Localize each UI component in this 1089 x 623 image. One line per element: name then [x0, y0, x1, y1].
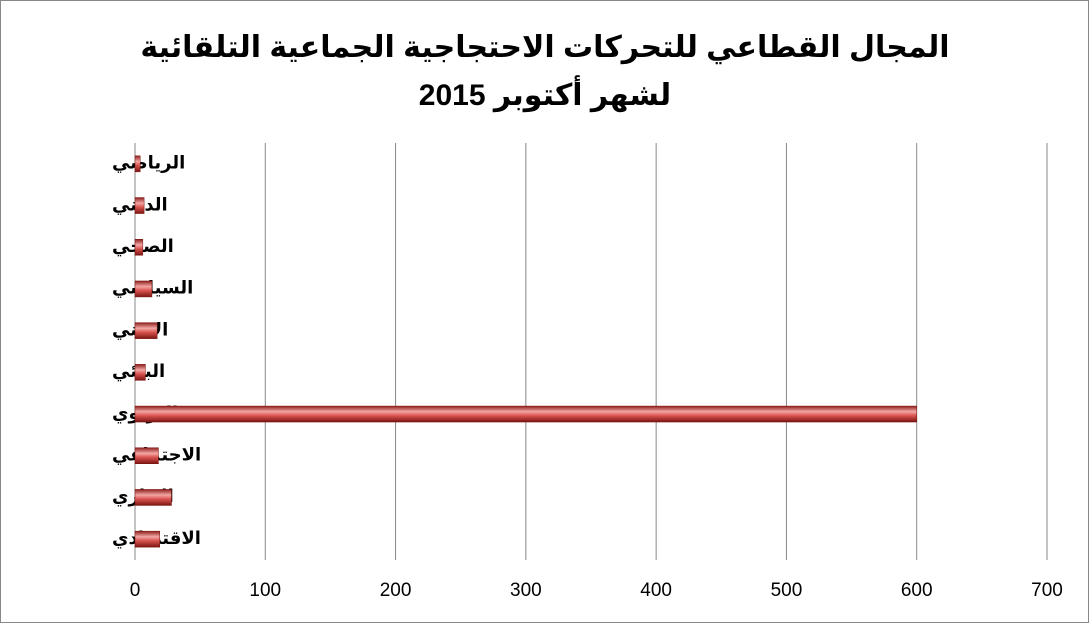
bar	[134, 197, 145, 214]
bar	[134, 447, 159, 464]
x-tick-label: 300	[510, 580, 542, 601]
bar	[134, 364, 146, 381]
bar	[134, 280, 153, 298]
x-tick-label: 600	[901, 580, 933, 601]
bar	[134, 530, 161, 548]
bar	[134, 155, 141, 173]
x-tick-label: 500	[771, 580, 803, 601]
x-tick-label: 400	[640, 580, 672, 601]
bar	[134, 405, 917, 423]
x-tick-label: 700	[1031, 580, 1063, 601]
x-tick-label: 200	[380, 580, 412, 601]
y-tick-label: السياسي	[112, 278, 193, 299]
x-tick-label: 100	[249, 580, 281, 601]
bar	[134, 489, 172, 506]
bar	[134, 322, 158, 339]
chart-title: المجال القطاعي للتحركات الاحتجاجية الجما…	[140, 31, 950, 112]
x-tick-label: 0	[130, 580, 141, 601]
bar	[134, 239, 144, 256]
y-tick-label: الرياضي	[112, 153, 185, 174]
